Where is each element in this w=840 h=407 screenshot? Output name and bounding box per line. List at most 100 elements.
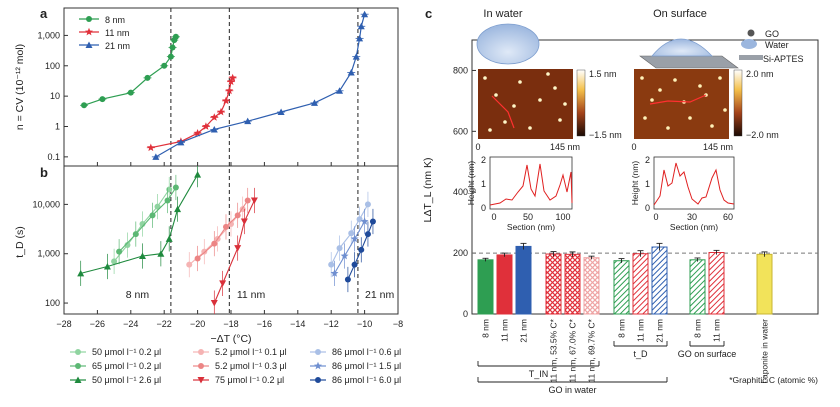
afm-color-scale-surface (733, 69, 743, 137)
afm-particle (538, 98, 542, 102)
bar (515, 245, 532, 315)
data-point (356, 34, 364, 42)
bar (545, 253, 562, 315)
category-label: 11 nm (636, 319, 646, 342)
profile-right-xtick-2: 60 (723, 212, 733, 222)
data-point (364, 201, 371, 208)
afm-image-water (478, 69, 573, 139)
series-line-2 (80, 174, 199, 274)
legend-substrate-icon (739, 55, 763, 60)
height-profile-line-surface (653, 162, 735, 206)
data-point (358, 246, 365, 253)
x-tick-label-b: −12 (324, 319, 339, 329)
afm-particle (658, 88, 662, 92)
profile-left-ytick-2: 2 (481, 155, 486, 165)
data-point (211, 240, 218, 247)
series-line-5 (213, 200, 255, 304)
bar (496, 254, 513, 315)
group-bracket-tin-label: T_IN (529, 369, 549, 379)
data-point (217, 107, 225, 116)
substrate-icon (639, 55, 739, 69)
data-point (360, 217, 369, 225)
data-point (234, 212, 241, 219)
data-point (186, 261, 193, 268)
height-profile-left: 0 1 2 0 50 100 Height (nm) Section (nm) (466, 155, 573, 232)
afm-particle (718, 76, 722, 80)
profile-right-xlabel: Section (nm) (670, 222, 718, 232)
y-tick-label-b: 100 (45, 298, 60, 308)
data-point (227, 77, 235, 86)
afm-left-x0: 0 (475, 142, 480, 152)
data-point (347, 69, 355, 76)
afm-particle (503, 120, 507, 124)
data-point (225, 86, 234, 95)
category-label: 8 nm (693, 319, 703, 338)
legend-label: 5.2 μmol l⁻¹ 0.1 μl (215, 347, 287, 357)
profile-right-xtick-0: 0 (653, 212, 658, 222)
afm-particle (698, 84, 702, 88)
data-point (222, 96, 230, 105)
afm-right-min: −2.0 nm (746, 130, 779, 140)
data-point (116, 248, 123, 255)
data-point (146, 143, 155, 152)
bar (708, 252, 725, 315)
data-point (228, 221, 234, 228)
afm-particle (528, 126, 532, 130)
data-point (164, 197, 171, 204)
legend-label: 65 μmol l⁻¹ 0.2 μl (92, 361, 161, 371)
panel-b-xlabel: −ΔT (°C) (210, 333, 251, 345)
x-tick-label-b: −18 (223, 319, 238, 329)
data-point (222, 223, 229, 230)
data-point (194, 171, 202, 178)
series-line-1 (150, 77, 234, 149)
profile-right-xtick-1: 30 (687, 212, 697, 222)
data-point (228, 73, 237, 82)
legend-marker (75, 349, 81, 355)
data-point (167, 53, 174, 60)
data-point (202, 122, 210, 130)
y-tick-label-b: 10,000 (32, 199, 60, 209)
legend-water-icon (741, 39, 757, 49)
x-tick-label-b: −26 (90, 319, 105, 329)
y-tick-label-c: 400 (453, 187, 468, 197)
legend-water-label: Water (765, 40, 789, 50)
height-profile-right: 0 1 2 0 30 60 Height (nm) Section (nm) (630, 155, 735, 232)
y-tick-label-a: 100 (45, 61, 60, 71)
surface-droplet-icon (651, 38, 713, 57)
afm-image-surface (634, 69, 729, 139)
data-point (77, 269, 85, 277)
x-tick-label-b: −24 (123, 319, 138, 329)
afm-right-x1: 145 nm (703, 142, 733, 152)
afm-particle (558, 118, 562, 122)
data-point (103, 263, 111, 270)
legend-substrate-label: Si-APTES (763, 54, 804, 64)
legend-go-icon (747, 29, 755, 37)
afm-left-max: 1.5 nm (589, 69, 617, 79)
category-label: 11 nm, 67.0% C* (568, 318, 578, 382)
data-point (210, 113, 219, 121)
height-profile-line (489, 163, 573, 206)
group-bracket-td-label: t_D (633, 349, 648, 359)
data-point (340, 251, 349, 260)
afm-particle (563, 102, 567, 106)
data-point (165, 235, 173, 242)
data-point (172, 184, 179, 191)
afm-particle (488, 128, 492, 132)
panel-c-ylabel: LΔT_L (nm K) (422, 158, 434, 223)
panel-label-b: b (40, 165, 48, 180)
profile-right-ylabel: Height (nm) (630, 161, 640, 206)
data-point (277, 108, 285, 116)
profile-right-ytick-0: 0 (645, 203, 650, 213)
y-tick-label-b: 1,000 (37, 249, 60, 259)
legend-label: 5.2 μmol l⁻¹ 0.3 μl (215, 361, 287, 371)
group-bracket-go-water-label: GO in water (548, 385, 596, 395)
series-line-2 (155, 14, 366, 158)
category-label: 11 nm (712, 319, 722, 342)
category-label: 11 nm, 53.5% C* (549, 318, 559, 382)
afm-particle (643, 116, 647, 120)
profile-left-xlabel: Section (nm) (507, 222, 555, 232)
data-point (369, 218, 376, 225)
data-point (161, 62, 168, 69)
legend-marker (197, 377, 205, 384)
